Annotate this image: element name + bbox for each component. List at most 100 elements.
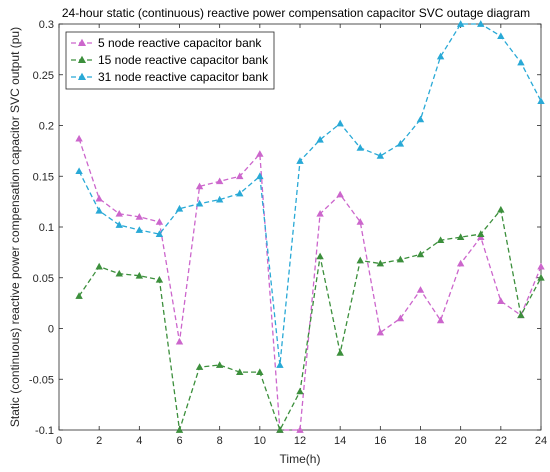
data-point-marker <box>236 368 244 376</box>
data-point-marker <box>296 387 304 395</box>
data-point-marker <box>115 209 123 217</box>
y-tick-label: 0.1 <box>39 222 54 234</box>
data-point-marker <box>376 328 385 336</box>
data-point-marker <box>517 311 525 319</box>
data-point-marker <box>155 230 164 237</box>
series-line <box>78 208 542 432</box>
data-point-marker <box>497 32 505 40</box>
data-point-marker <box>195 363 204 370</box>
series-line <box>78 23 542 366</box>
chart-title: 24-hour static (continuous) reactive pow… <box>62 6 530 20</box>
data-point-marker <box>135 271 144 279</box>
data-point-marker <box>195 199 204 207</box>
y-tick-label: 0.15 <box>33 171 54 183</box>
data-point-marker <box>215 361 224 368</box>
data-point-marker <box>356 144 364 151</box>
x-tick-label: 12 <box>294 435 306 447</box>
x-tick-label: 0 <box>56 435 62 447</box>
legend-label: 31 node reactive capacitor bank <box>98 70 269 84</box>
series-layer <box>75 20 545 433</box>
y-tick-label: 0.05 <box>33 273 54 285</box>
legend-label: 15 node reactive capacitor bank <box>98 53 269 67</box>
x-tick-label: 10 <box>254 435 266 447</box>
data-point-marker <box>396 255 405 263</box>
data-point-marker <box>456 233 465 241</box>
data-point-marker <box>115 221 123 228</box>
data-point-marker <box>396 139 405 147</box>
x-tick-label: 4 <box>136 435 142 447</box>
data-point-marker <box>517 58 525 66</box>
x-tick-label: 16 <box>374 435 386 447</box>
y-axis: -0.1 -0.05 0 0.05 0.1 0.15 0.2 0.25 0.3 <box>29 19 541 437</box>
data-point-marker <box>477 20 485 27</box>
x-tick-label: 8 <box>217 435 223 447</box>
data-point-marker <box>497 297 505 304</box>
data-point-marker <box>376 152 385 159</box>
data-point-marker <box>477 230 485 237</box>
data-point-marker <box>296 426 304 433</box>
x-tick-label: 18 <box>414 435 426 447</box>
legend-marker <box>77 72 87 81</box>
y-tick-label: 0.3 <box>39 19 54 31</box>
data-point-marker <box>416 115 425 123</box>
data-point-marker <box>356 256 364 264</box>
series-3 <box>75 20 545 368</box>
data-point-marker <box>256 172 264 180</box>
data-point-marker <box>436 316 445 324</box>
data-point-marker <box>436 52 445 60</box>
data-point-marker <box>456 259 465 267</box>
data-point-marker <box>537 262 545 270</box>
data-point-marker <box>376 259 385 267</box>
series-2 <box>75 205 545 433</box>
data-point-marker <box>75 134 83 142</box>
data-point-marker <box>296 157 304 164</box>
legend-label: 5 node reactive capacitor bank <box>98 36 262 50</box>
data-point-marker <box>497 205 505 213</box>
data-point-marker <box>537 273 545 281</box>
data-point-marker <box>356 218 364 225</box>
y-tick-label: -0.05 <box>29 374 54 386</box>
x-axis-title: Time(h) <box>280 452 321 466</box>
series-line <box>78 138 542 431</box>
data-point-marker <box>336 119 344 127</box>
data-point-marker <box>135 213 144 220</box>
data-point-marker <box>115 269 123 277</box>
data-point-marker <box>175 426 184 433</box>
x-tick-label: 14 <box>334 435 346 447</box>
data-point-marker <box>95 262 103 270</box>
legend: 5 node reactive capacitor bank 15 node re… <box>65 31 275 90</box>
data-point-marker <box>256 150 264 157</box>
legend-box <box>65 31 275 90</box>
y-tick-label: 0.25 <box>33 70 54 82</box>
data-point-marker <box>155 275 164 283</box>
y-tick-label: 0 <box>48 324 54 336</box>
data-point-marker <box>256 368 264 376</box>
x-tick-label: 22 <box>495 435 507 447</box>
data-point-marker <box>175 204 184 212</box>
data-point-marker <box>175 337 184 345</box>
y-axis-title: Static (continuous) reactive power compe… <box>8 27 22 427</box>
data-point-marker <box>95 206 103 214</box>
x-tick-label: 20 <box>455 435 467 447</box>
data-point-marker <box>236 172 244 180</box>
x-tick-label: 6 <box>176 435 182 447</box>
x-axis: 0 2 4 6 8 10 12 14 16 18 20 22 24 <box>56 24 547 447</box>
y-tick-label: 0.2 <box>39 121 54 133</box>
data-point-marker <box>316 135 324 143</box>
x-tick-label: 24 <box>535 435 547 447</box>
data-point-marker <box>276 361 284 368</box>
data-point-marker <box>416 286 425 293</box>
data-point-marker <box>396 314 405 322</box>
data-point-marker <box>316 252 324 260</box>
data-point-marker <box>436 236 445 244</box>
y-tick-label: -0.1 <box>35 425 54 437</box>
data-point-marker <box>336 190 344 198</box>
data-point-marker <box>456 20 465 27</box>
data-point-marker <box>155 218 164 225</box>
legend-marker <box>77 55 87 64</box>
data-point-marker <box>75 167 83 175</box>
data-point-marker <box>336 349 344 356</box>
data-point-marker <box>276 426 284 433</box>
data-point-marker <box>215 177 224 185</box>
data-point-marker <box>95 194 103 202</box>
